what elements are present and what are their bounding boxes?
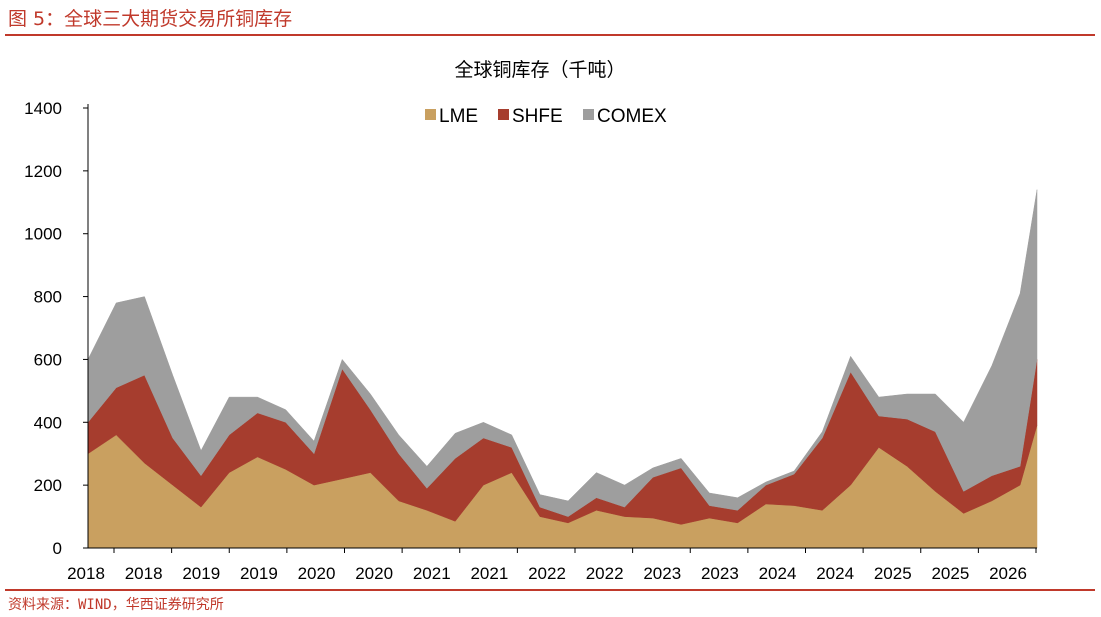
legend: LME SHFE COMEX (425, 106, 667, 127)
legend-swatch-comex (583, 109, 594, 120)
y-tick-label: 800 (34, 288, 62, 307)
bottom-divider (5, 589, 1095, 591)
y-tick-label: 200 (34, 476, 62, 495)
x-tick-label: 2018 (67, 564, 105, 583)
y-tick-label: 1400 (24, 99, 62, 118)
x-tick-label: 2024 (816, 564, 854, 583)
legend-swatch-shfe (498, 109, 509, 120)
x-tick-label: 2023 (643, 564, 681, 583)
legend-label-shfe: SHFE (512, 106, 563, 127)
chart-title: 全球铜库存（千吨） (454, 59, 625, 81)
stacked-areas (87, 189, 1038, 549)
x-tick-label: 2020 (355, 564, 393, 583)
x-tick-label: 2025 (874, 564, 912, 583)
y-tick-label: 600 (34, 350, 62, 369)
x-tick-label: 2022 (586, 564, 624, 583)
x-tick-label: 2025 (931, 564, 969, 583)
x-tick-label: 2021 (470, 564, 508, 583)
series-area-comex (87, 189, 1038, 517)
legend-label-comex: COMEX (597, 106, 667, 127)
x-tick-label: 2019 (182, 564, 220, 583)
y-tick-label: 0 (53, 539, 62, 558)
x-tick-label: 2020 (298, 564, 336, 583)
source-note: 资料来源：WIND，华西证券研究所 (8, 597, 224, 613)
figure-title: 图 5：全球三大期货交易所铜库存 (8, 8, 293, 30)
x-tick-label: 2024 (759, 564, 797, 583)
x-tick-label: 2019 (240, 564, 278, 583)
x-tick-label: 2018 (125, 564, 163, 583)
x-tick-label: 2022 (528, 564, 566, 583)
y-tick-label: 1000 (24, 225, 62, 244)
legend-swatch-lme (425, 109, 436, 120)
x-tick-label: 2023 (701, 564, 739, 583)
x-tick-label: 2026 (989, 564, 1027, 583)
top-divider (5, 34, 1095, 36)
axes: 0 200 400 600 800 1000 1200 1400 2018 2018 2019 201… (24, 99, 1037, 583)
x-tick-label: 2021 (413, 564, 451, 583)
y-tick-label: 1200 (24, 162, 62, 181)
legend-label-lme: LME (439, 106, 478, 127)
y-tick-label: 400 (34, 413, 62, 432)
